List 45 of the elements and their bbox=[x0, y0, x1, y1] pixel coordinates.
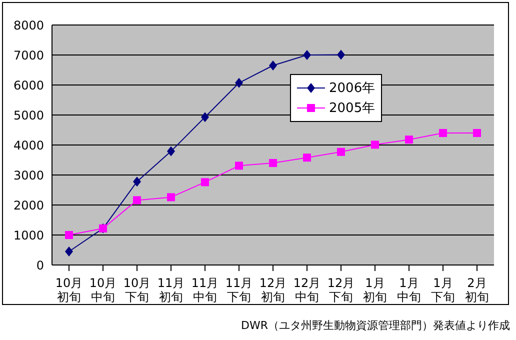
point bbox=[167, 146, 175, 156]
y-tick-label: 6000 bbox=[13, 78, 44, 92]
point bbox=[303, 154, 311, 162]
point bbox=[371, 140, 379, 149]
x-tick-label: 10月中旬 bbox=[89, 276, 117, 304]
x-tick-label: 1月下旬 bbox=[431, 276, 455, 304]
x-tick-label: 10月初旬 bbox=[55, 276, 83, 304]
y-tick-label: 0 bbox=[36, 258, 44, 272]
point bbox=[65, 231, 73, 239]
legend-label: 2006年 bbox=[329, 80, 376, 97]
point bbox=[133, 176, 141, 187]
y-tick-label: 7000 bbox=[13, 48, 44, 62]
point bbox=[133, 196, 141, 204]
x-tick-label: 11月初旬 bbox=[157, 276, 185, 304]
point bbox=[235, 162, 243, 170]
y-tick-label: 5000 bbox=[13, 108, 44, 122]
point bbox=[201, 112, 209, 122]
text: DWR（ユタ州野生動物資源管理部門）発表値より作成 bbox=[241, 318, 510, 333]
x-tick-label: 12月初旬 bbox=[259, 276, 287, 304]
y-tick-label: 4000 bbox=[13, 138, 44, 152]
point bbox=[167, 193, 175, 202]
point bbox=[235, 78, 243, 88]
y-tick-label: 1000 bbox=[13, 228, 44, 242]
point bbox=[65, 246, 73, 256]
point bbox=[269, 60, 277, 70]
point bbox=[269, 159, 277, 167]
y-tick-label: 2000 bbox=[13, 198, 44, 212]
point bbox=[439, 129, 447, 137]
point bbox=[337, 148, 345, 156]
x-tick-label: 11月中旬 bbox=[191, 276, 219, 304]
point bbox=[473, 129, 481, 137]
y-tick-label: 8000 bbox=[13, 18, 44, 32]
x-tick-label: 10月下旬 bbox=[123, 276, 151, 304]
x-tick-label: 12月中旬 bbox=[293, 276, 321, 304]
point bbox=[337, 50, 345, 60]
x-tick-label: 1月初旬 bbox=[363, 276, 387, 304]
x-tick-label: 11月下旬 bbox=[225, 276, 253, 304]
x-tick-label: 12月下旬 bbox=[327, 276, 355, 304]
point bbox=[303, 50, 311, 60]
x-tick-label: 2月初旬 bbox=[465, 276, 489, 304]
point bbox=[405, 136, 413, 144]
legend-label: 2005年 bbox=[329, 100, 376, 117]
y-tick-label: 3000 bbox=[13, 168, 44, 182]
x-tick-label: 1月中旬 bbox=[397, 276, 421, 304]
point bbox=[201, 178, 209, 186]
